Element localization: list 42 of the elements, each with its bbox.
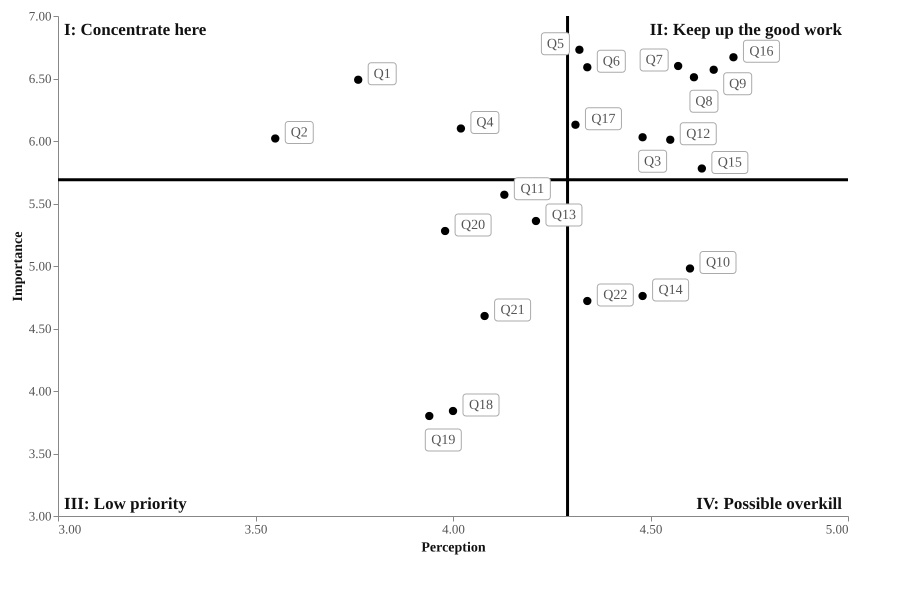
x-tick-label: 4.00	[442, 522, 465, 536]
y-tick-label: 4.00	[28, 384, 52, 398]
y-axis-title: Importance	[10, 232, 26, 302]
annotation: IV: Possible overkill	[696, 494, 842, 513]
x-tick-label: 5.00	[826, 522, 848, 536]
series-label: Q10	[706, 256, 730, 270]
y-tick-label: 3.50	[28, 446, 52, 461]
x-tick-label: 3.50	[244, 522, 268, 536]
series-label: Q9	[729, 76, 746, 92]
series-label: Q16	[749, 44, 774, 60]
y-tick-label: 6.00	[28, 134, 52, 148]
series-label: Q4	[476, 116, 494, 130]
series-label: Q19	[431, 433, 456, 448]
series-label: Q11	[520, 182, 544, 197]
series-label: Q2	[290, 126, 308, 140]
y-tick-label: 5.00	[28, 258, 52, 274]
series-label: Q6	[602, 54, 620, 70]
y-tick-label: 5.50	[28, 196, 52, 211]
series-label: Q5	[546, 36, 564, 52]
series-label: Q17	[591, 112, 616, 127]
series-label: Q1	[374, 66, 391, 82]
annotation: II: Keep up the good work	[650, 20, 843, 39]
series-label: Q7	[646, 53, 663, 68]
series-label: Q20	[461, 218, 486, 233]
y-tick-label: 6.50	[28, 71, 52, 86]
series-label: Q18	[468, 398, 494, 413]
series-label: Q21	[500, 303, 525, 318]
x-tick-label: 4.50	[640, 522, 662, 536]
annotation: III: Low priority	[64, 494, 188, 513]
series-label: Q12	[686, 126, 710, 142]
y-tick-label: 7.00	[28, 8, 52, 24]
series-label: Q8	[695, 94, 713, 110]
series-label: Q15	[718, 156, 742, 170]
series-label: Q22	[603, 288, 628, 303]
x-tick-label: 3.00	[58, 522, 82, 536]
series-label: Q14	[658, 283, 683, 298]
series-label: Q13	[552, 208, 576, 223]
annotation: I: Concentrate here	[64, 20, 207, 39]
x-axis-title: Perception	[421, 540, 486, 556]
y-tick-label: 4.50	[28, 321, 52, 336]
series-label: Q3	[644, 154, 662, 170]
y-tick-label: 3.00	[28, 508, 52, 524]
